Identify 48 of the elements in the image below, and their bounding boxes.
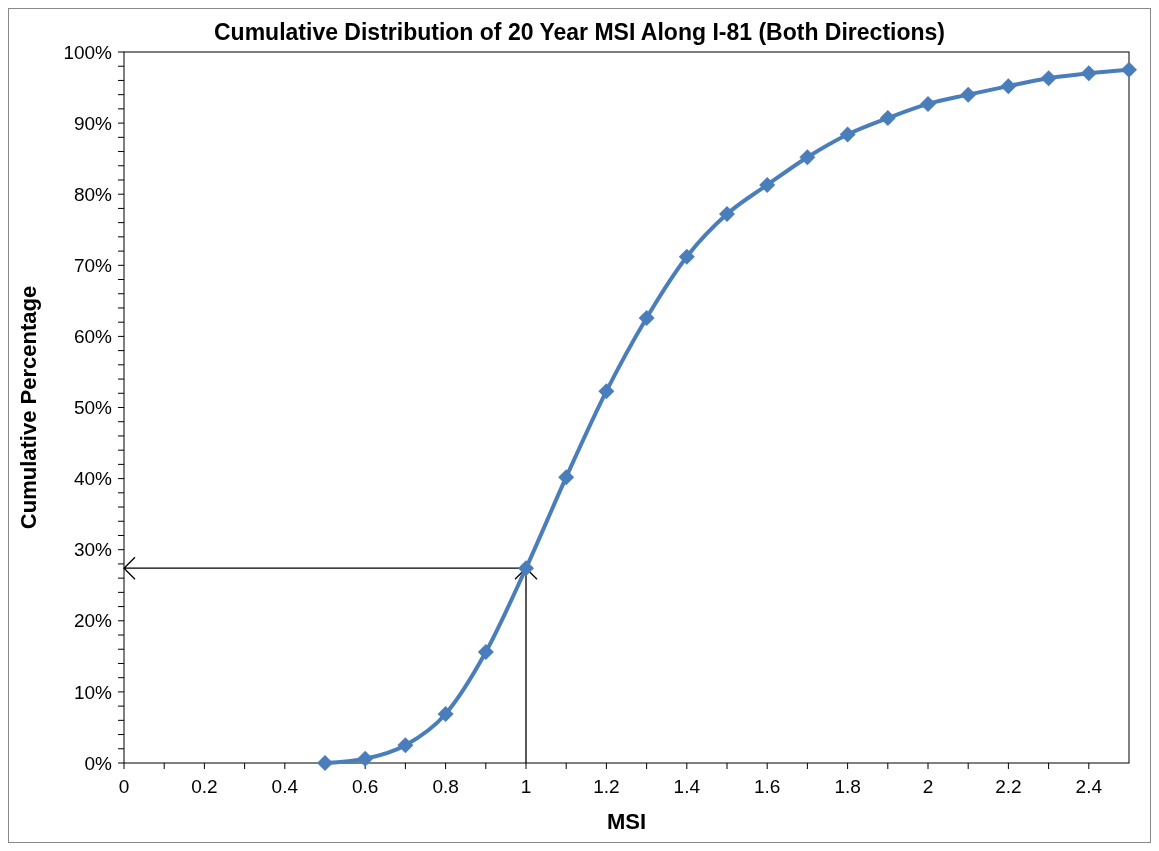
y-tick-label: 100% (63, 41, 113, 63)
x-tick-label: 0.4 (271, 776, 299, 797)
y-tick-label: 10% (73, 681, 113, 703)
y-tick-label: 40% (73, 468, 113, 490)
point (960, 86, 977, 103)
y-tick-label: 20% (73, 610, 113, 632)
point (598, 383, 615, 400)
point (719, 206, 735, 223)
point (357, 750, 374, 767)
point (397, 737, 414, 754)
x-tick-label: 0.2 (191, 776, 218, 797)
point (1040, 70, 1057, 87)
y-tick-label: 0% (84, 752, 113, 774)
point (879, 110, 896, 127)
x-tick-label: 0.6 (351, 776, 379, 797)
y-tick-label: 30% (73, 539, 113, 561)
point (839, 126, 856, 143)
point (1000, 78, 1017, 95)
y-tick-label: 50% (73, 397, 113, 419)
chart-title: Cumulative Distribution of 20 Year MSI Along I-81 (Both Directions) (214, 19, 945, 45)
x-tick-label: 2 (922, 776, 934, 797)
y-tick-label: 80% (73, 183, 113, 205)
x-tick-label: 1 (520, 776, 532, 797)
x-tick-label: 2.2 (995, 776, 1022, 797)
x-tick-label: 1.8 (834, 776, 861, 797)
point (759, 176, 776, 193)
point (558, 469, 575, 486)
point (437, 705, 454, 722)
point (518, 560, 534, 577)
point (317, 755, 333, 771)
x-tick-label: 0 (118, 776, 130, 797)
y-axis-title: Cumulative Percentage (16, 285, 41, 530)
x-tick-label: 2.4 (1075, 776, 1103, 797)
point (1121, 61, 1137, 78)
point (799, 149, 816, 166)
point (1080, 65, 1097, 82)
y-tick-label: 70% (73, 254, 113, 276)
x-tick-label: 1.2 (593, 776, 620, 797)
point (678, 248, 695, 265)
x-tick-label: 1.4 (673, 776, 701, 797)
x-tick-label: 1.6 (753, 776, 781, 797)
x-tick-label: 0.8 (432, 776, 459, 797)
y-tick-label: 60% (73, 326, 113, 348)
x-axis-title: MSI (606, 809, 647, 834)
point (477, 644, 494, 661)
point (920, 95, 936, 112)
y-tick-label: 90% (73, 112, 113, 134)
point (638, 309, 655, 326)
